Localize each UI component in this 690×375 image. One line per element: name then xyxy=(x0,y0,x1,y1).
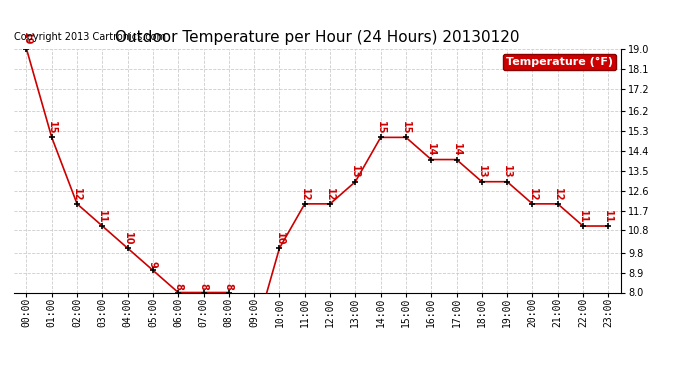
Text: 8: 8 xyxy=(173,283,184,290)
Text: 12: 12 xyxy=(553,188,563,201)
Text: 10: 10 xyxy=(275,232,284,245)
Text: 8: 8 xyxy=(199,283,208,290)
Legend: Temperature (°F): Temperature (°F) xyxy=(502,54,615,70)
Text: 13: 13 xyxy=(351,165,360,179)
Text: 12: 12 xyxy=(299,188,310,201)
Text: 15: 15 xyxy=(401,121,411,135)
Text: 12: 12 xyxy=(527,188,538,201)
Text: 6: 6 xyxy=(0,374,1,375)
Text: 9: 9 xyxy=(148,261,158,268)
Text: 19: 19 xyxy=(21,33,32,46)
Text: 13: 13 xyxy=(502,165,512,179)
Text: 15: 15 xyxy=(47,121,57,135)
Text: 15: 15 xyxy=(375,121,386,135)
Text: 13: 13 xyxy=(477,165,487,179)
Text: 14: 14 xyxy=(426,143,436,157)
Text: 12: 12 xyxy=(72,188,82,201)
Text: 11: 11 xyxy=(603,210,613,223)
Title: Outdoor Temperature per Hour (24 Hours) 20130120: Outdoor Temperature per Hour (24 Hours) … xyxy=(115,30,520,45)
Text: 12: 12 xyxy=(325,188,335,201)
Text: 14: 14 xyxy=(451,143,462,157)
Text: 10: 10 xyxy=(123,232,132,245)
Text: Copyright 2013 Cartronics.com: Copyright 2013 Cartronics.com xyxy=(14,32,166,42)
Text: 11: 11 xyxy=(97,210,108,223)
Text: 8: 8 xyxy=(224,283,234,290)
Text: 11: 11 xyxy=(578,210,588,223)
